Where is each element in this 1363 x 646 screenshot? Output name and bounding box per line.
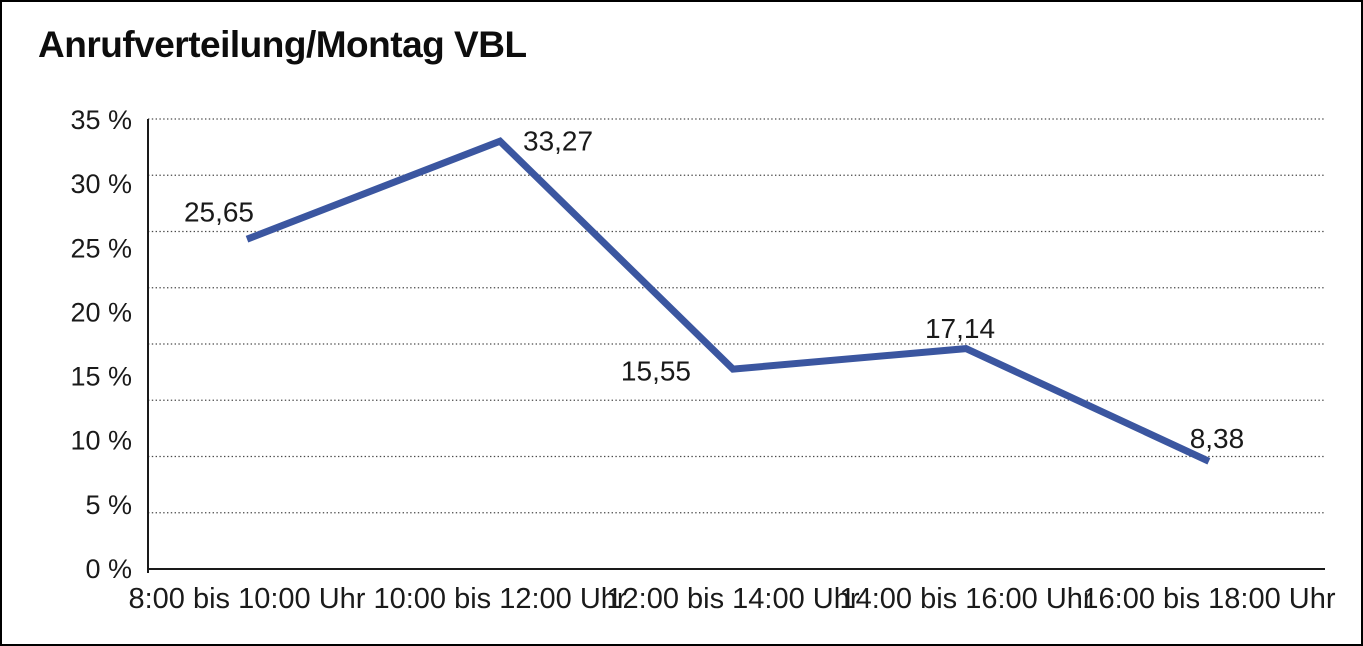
y-axis-tick-label: 30 % (70, 169, 132, 199)
data-line (245, 137, 1211, 465)
y-axis-tick-label: 35 % (70, 105, 132, 135)
y-axis-tick-label: 15 % (70, 362, 132, 392)
data-point-label: 15,55 (621, 356, 691, 387)
y-axis-tick-label: 25 % (70, 233, 132, 263)
chart-title: Anrufverteilung/Montag VBL (38, 24, 527, 65)
x-axis-category-label: 14:00 bis 16:00 Uhr (839, 583, 1092, 615)
data-point-label: 33,27 (523, 126, 593, 157)
y-axis-tick-label: 20 % (70, 297, 132, 327)
data-point-label: 8,38 (1190, 423, 1245, 454)
x-axis-category-label: 16:00 bis 18:00 Uhr (1082, 583, 1335, 615)
y-axis-tick-label: 5 % (85, 490, 132, 520)
data-point-label: 17,14 (925, 313, 995, 344)
x-axis-category-label: 10:00 bis 12:00 Uhr (373, 583, 626, 615)
x-axis-category-label: 8:00 bis 10:00 Uhr (128, 583, 365, 615)
y-axis-tick-label: 0 % (85, 554, 132, 584)
data-point-label: 25,65 (184, 197, 254, 228)
x-axis-category-label: 12:00 bis 14:00 Uhr (606, 583, 859, 615)
y-axis-tick-label: 10 % (70, 426, 132, 456)
